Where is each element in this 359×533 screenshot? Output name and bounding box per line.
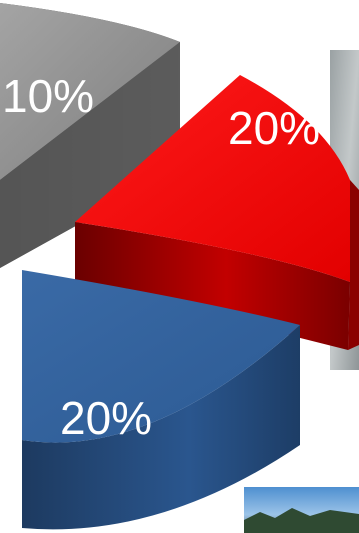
slice-label-gray: 10% <box>2 70 94 122</box>
pie-slice-red <box>75 75 359 350</box>
pie-slice-gray <box>0 3 180 268</box>
slice-label-blue: 20% <box>60 392 152 444</box>
pie-slice-blue <box>22 270 300 530</box>
slice-label-red: 20% <box>228 102 320 154</box>
background-photo-trees <box>244 508 359 533</box>
